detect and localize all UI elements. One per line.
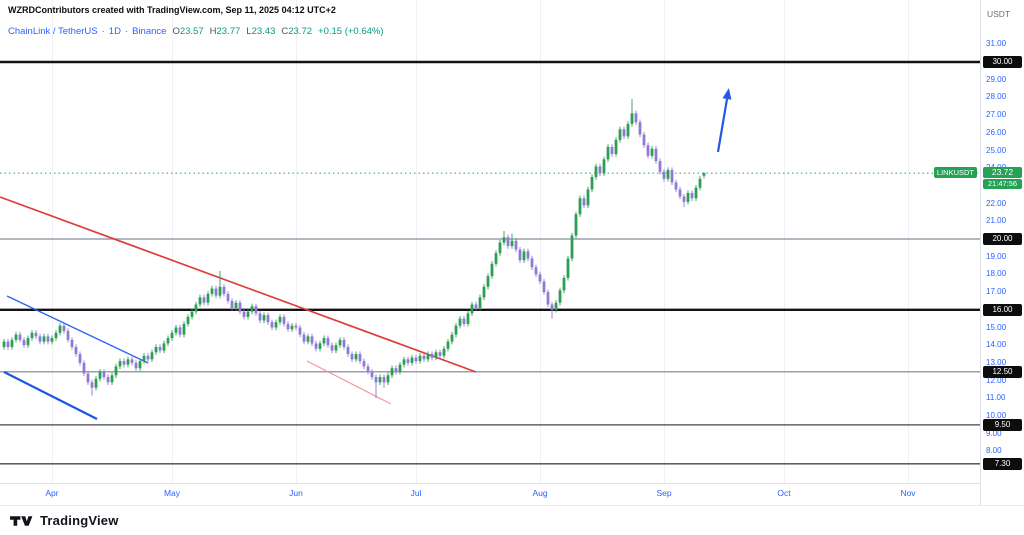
ohlc-low: L23.43 xyxy=(246,26,276,37)
time-axis-label: Nov xyxy=(900,488,916,498)
price-chart-canvas[interactable] xyxy=(0,0,980,483)
price-level-flag: 9.50 xyxy=(983,418,1022,431)
price-level-flag: 30.00 xyxy=(983,56,1022,68)
legend-separator: · xyxy=(124,26,129,37)
chart-area: WZRDContributors created with TradingVie… xyxy=(0,0,980,483)
tradingview-wordmark[interactable]: TradingView xyxy=(40,513,119,528)
price-axis-label: 25.00 xyxy=(986,145,1007,155)
trendline-blue-upper[interactable] xyxy=(6,295,149,364)
price-axis-label: 12.00 xyxy=(986,375,1007,385)
price-axis-label: 21.00 xyxy=(986,216,1007,226)
price-axis-label: 27.00 xyxy=(986,110,1007,120)
symbol-legend[interactable]: ChainLink / TetherUS · 1D · Binance O23.… xyxy=(8,26,384,37)
time-axis-label: May xyxy=(163,488,181,498)
tradingview-logo-icon xyxy=(10,515,33,526)
time-axis-label: Oct xyxy=(777,488,791,498)
time-axis-label: Sep xyxy=(656,488,672,498)
price-axis-label: 19.00 xyxy=(986,251,1007,261)
price-axis-label: 17.00 xyxy=(986,287,1007,297)
price-change: +0.15 (+0.64%) xyxy=(318,26,384,37)
price-axis-label: 28.00 xyxy=(986,92,1007,102)
candlestick-series xyxy=(2,99,706,399)
time-axis-label: Aug xyxy=(532,488,548,498)
interval-label[interactable]: 1D xyxy=(108,26,121,37)
price-axis-label: 18.00 xyxy=(986,269,1007,279)
price-axis-label: 13.00 xyxy=(986,357,1007,367)
price-axis-label: 10.00 xyxy=(986,411,1007,420)
breakout-arrow[interactable] xyxy=(716,88,732,153)
price-axis-label: 22.00 xyxy=(986,198,1007,208)
price-axis-label: 14.00 xyxy=(986,340,1007,350)
symbol-name[interactable]: ChainLink / TetherUS xyxy=(8,26,98,37)
trendline-blue-lower[interactable] xyxy=(3,371,98,420)
price-axis-unit: USDT xyxy=(987,9,1011,19)
price-axis-label: 26.00 xyxy=(986,127,1007,137)
exchange-label[interactable]: Binance xyxy=(132,26,167,37)
legend-separator: · xyxy=(101,26,105,37)
candle-countdown: 21:47:56 xyxy=(983,179,1022,189)
time-axis-label: Apr xyxy=(45,488,59,498)
ohlc-close: C23.72 xyxy=(281,26,313,37)
footer: TradingView xyxy=(0,505,1024,535)
attribution-text: WZRDContributors created with TradingVie… xyxy=(8,5,336,15)
price-axis-label: 29.00 xyxy=(986,74,1007,84)
trendline-red-main-resistance[interactable] xyxy=(0,196,477,373)
price-level-flag: 7.30 xyxy=(983,457,1022,470)
price-level-flag: 16.00 xyxy=(983,303,1022,316)
symbol-price-flag: LINKUSDT xyxy=(933,167,977,178)
time-axis-label: Jul xyxy=(410,488,422,498)
ohlc-high: H23.77 xyxy=(209,26,241,37)
ohlc-open: O23.57 xyxy=(172,26,204,37)
price-axis-label: 8.00 xyxy=(986,446,1002,456)
price-level-flag: 20.00 xyxy=(983,233,1022,245)
price-axis-label: 9.00 xyxy=(986,428,1002,438)
price-axis-label: 31.00 xyxy=(986,39,1007,49)
trendline-red-lower-channel[interactable] xyxy=(306,360,392,405)
tradingview-logo[interactable] xyxy=(10,513,34,529)
price-axis-label: 15.00 xyxy=(986,322,1007,332)
current-price-label: 23.72 xyxy=(983,167,1022,178)
price-axis[interactable]: USDT 23.72 21:47:56 31.00 29.00 28.00 27.00… xyxy=(980,0,1024,505)
price-level-flag: 12.50 xyxy=(983,365,1022,378)
time-axis[interactable]: Apr May Jun Jul Aug Sep Oct Nov xyxy=(0,483,980,505)
time-axis-label: Jun xyxy=(289,488,303,498)
price-axis-label: 11.00 xyxy=(986,393,1006,403)
